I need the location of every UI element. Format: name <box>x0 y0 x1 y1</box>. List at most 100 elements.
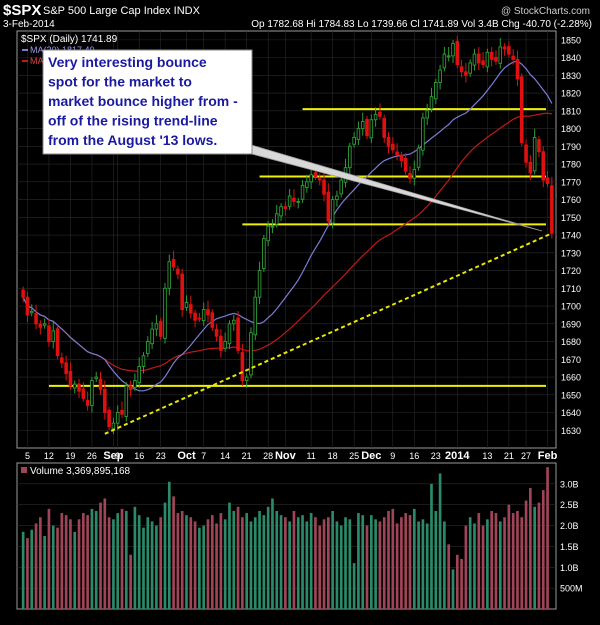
volume-bar <box>228 502 231 609</box>
candle-body <box>279 206 283 217</box>
candle-body <box>537 139 541 153</box>
date-tick-label: 28 <box>263 451 273 461</box>
volume-bar <box>357 513 360 609</box>
volume-bar <box>219 513 223 609</box>
annotation-box <box>42 49 253 155</box>
price-tick-label: 1720 <box>561 266 581 276</box>
candle-body <box>373 113 378 121</box>
candle-body <box>240 352 245 382</box>
volume-bar <box>81 513 85 609</box>
volume-bar <box>455 554 459 609</box>
candle-body <box>197 317 202 320</box>
volume-tick-label: 2.5B <box>560 500 579 510</box>
candle-body <box>330 199 335 224</box>
candle-body <box>120 409 124 415</box>
volume-bar <box>73 531 77 609</box>
volume-bar <box>193 521 197 609</box>
date-tick-label: 21 <box>242 451 252 461</box>
price-axis: 1630 1640 1650 1660 1670 1680 1690 1700 1710 1720… <box>561 35 581 435</box>
candle-body <box>360 121 365 130</box>
date-tick-label: 19 <box>65 451 75 461</box>
candle-body <box>446 55 451 58</box>
volume-bar <box>460 558 463 609</box>
candle-body <box>399 154 404 161</box>
watermark: @ StockCharts.com <box>501 6 590 17</box>
volume-bar <box>206 519 210 609</box>
candle-body <box>167 261 172 289</box>
volume-bar <box>120 508 124 609</box>
candle-body <box>382 117 386 138</box>
candle-body <box>395 151 399 156</box>
candle-body <box>313 172 318 177</box>
volume-bar <box>529 488 532 609</box>
volume-bar <box>369 515 373 609</box>
volume-bar <box>490 510 494 609</box>
chart-date: 3-Feb-2014 <box>3 19 55 30</box>
candle-body <box>532 137 537 172</box>
quote-line: Op 1782.68 Hi 1784.83 Lo 1739.66 Cl 1741… <box>251 19 592 30</box>
candle-body <box>528 161 533 174</box>
volume-bar <box>34 523 38 609</box>
volume-bar <box>107 517 111 609</box>
volume-bar <box>64 515 68 609</box>
candle-body <box>262 238 266 269</box>
price-tick-label: 1770 <box>561 177 581 187</box>
price-tick-label: 1670 <box>561 355 581 365</box>
volume-bar <box>56 527 59 609</box>
candle-body <box>485 51 490 68</box>
date-tick-label: Oct <box>177 450 196 462</box>
volume-bar <box>533 506 536 609</box>
volume-tick-label: 1.5B <box>560 542 579 552</box>
price-tick-label: 1660 <box>561 373 581 383</box>
date-tick-label: 26 <box>87 451 97 461</box>
candle-body <box>455 40 460 66</box>
candle-body <box>47 325 51 342</box>
date-tick-label: 27 <box>521 451 531 461</box>
volume-bar <box>262 515 266 609</box>
volume-bar <box>331 510 334 609</box>
annotation-line: market bounce higher from - <box>48 93 238 109</box>
candle-body <box>98 378 103 390</box>
volume-bar <box>21 531 25 609</box>
volume-bar <box>279 515 283 609</box>
volume-bar <box>167 481 171 609</box>
candle-body <box>459 66 464 73</box>
price-tick-label: 1640 <box>561 408 581 418</box>
candle-body <box>51 330 56 342</box>
candle-body <box>369 119 374 139</box>
volume-bar <box>443 521 446 609</box>
price-tick-label: 1750 <box>561 213 581 223</box>
price-tick-label: 1830 <box>561 71 581 81</box>
volume-bar <box>537 502 541 609</box>
annotation-line: spot for the market to <box>48 74 192 90</box>
volume-bar <box>434 510 438 609</box>
price-tick-label: 1780 <box>561 160 581 170</box>
candle-body <box>300 184 305 200</box>
candle-body <box>421 117 425 151</box>
volume-bar <box>486 519 489 609</box>
volume-bar <box>451 569 455 609</box>
candle-body <box>468 62 472 74</box>
volume-bar <box>99 502 102 609</box>
volume-bar <box>137 515 141 609</box>
candle-body <box>356 128 361 141</box>
volume-bar <box>417 521 420 609</box>
candle-body <box>206 309 210 316</box>
volume-bar <box>516 510 519 609</box>
volume-bar <box>335 521 339 609</box>
volume-bar <box>185 515 188 609</box>
date-tick-label: 23 <box>156 451 166 461</box>
candle-body <box>189 304 193 314</box>
volume-bar <box>546 467 549 609</box>
volume-bar <box>198 527 201 609</box>
volume-bar <box>292 510 296 609</box>
price-tick-label: 1710 <box>561 284 581 294</box>
candle-body <box>176 268 180 275</box>
volume-bar <box>69 519 72 609</box>
candle-body <box>249 332 253 376</box>
volume-bar <box>400 517 403 609</box>
volume-bar <box>541 490 545 609</box>
volume-bar <box>245 513 248 609</box>
candle-body <box>257 270 262 298</box>
